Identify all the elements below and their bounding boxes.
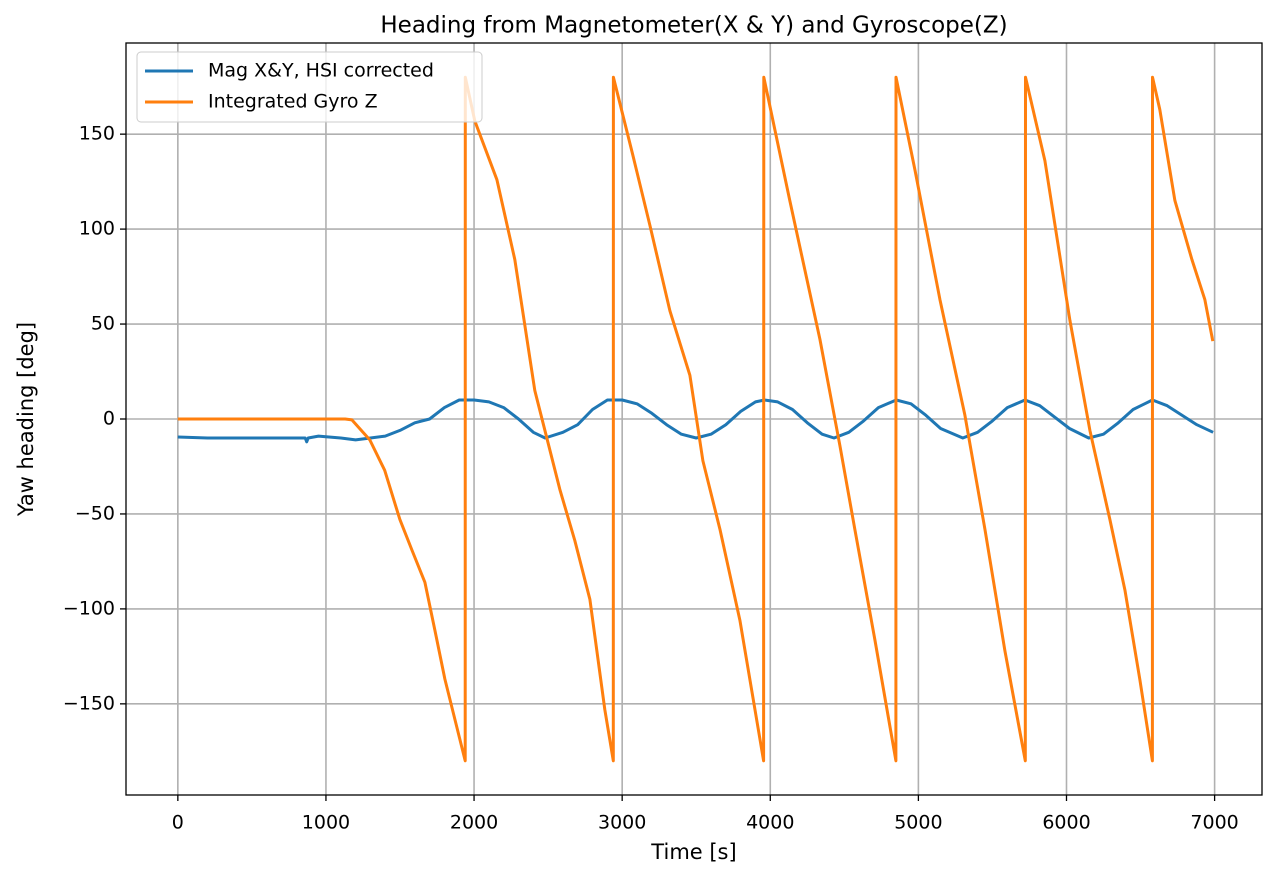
x-tick-label: 2000 — [450, 812, 498, 834]
x-axis-label: Time [s] — [650, 840, 736, 864]
x-tick-label: 0 — [172, 812, 184, 834]
x-tick-label: 6000 — [1042, 812, 1090, 834]
x-tick-label: 5000 — [894, 812, 942, 834]
y-tick-label: 150 — [79, 123, 115, 145]
y-tick-label: −50 — [75, 502, 115, 524]
y-tick-label: −100 — [63, 597, 115, 619]
y-tick-label: 100 — [79, 218, 115, 240]
y-axis-label: Yaw heading [deg] — [14, 322, 38, 517]
series-line — [177, 75, 1215, 763]
x-tick-label: 1000 — [302, 812, 350, 834]
legend-label: Integrated Gyro Z — [208, 91, 378, 113]
legend: Mag X&Y, HSI corrected Integrated Gyro Z — [136, 51, 483, 123]
x-tick-label: 7000 — [1190, 812, 1238, 834]
chart-title: Heading from Magnetometer(X & Y) and Gyr… — [380, 13, 1007, 39]
plot-frame — [125, 42, 1263, 796]
legend-label: Mag X&Y, HSI corrected — [208, 60, 434, 82]
x-tick-label: 4000 — [746, 812, 794, 834]
y-tick-label: 50 — [91, 313, 115, 335]
series-line — [177, 398, 1214, 444]
y-tick-label: 0 — [103, 408, 115, 430]
legend-box — [136, 51, 483, 123]
y-tick-label: −150 — [63, 692, 115, 714]
x-tick-label: 3000 — [598, 812, 646, 834]
